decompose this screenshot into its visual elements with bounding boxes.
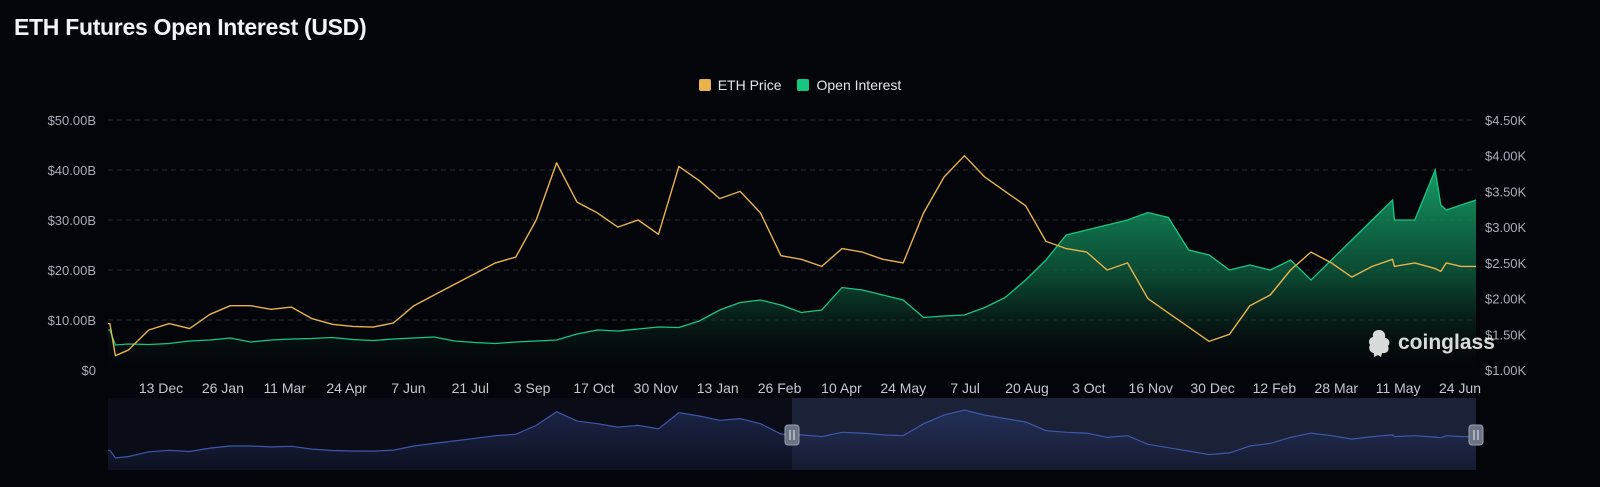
x-tick-label: 12 Feb (1253, 380, 1297, 396)
x-axis: 13 Dec 26 Jan 11 Mar 24 Apr 7 Jun 21 Jul 3 Sep… (139, 380, 1481, 396)
chart-legend: ETH Price Open Interest (0, 77, 1600, 93)
chart-title: ETH Futures Open Interest (USD) (14, 14, 367, 40)
x-tick-label: 3 Oct (1072, 380, 1106, 396)
right-tick-label: $1.50K (1485, 327, 1527, 342)
x-tick-label: 30 Nov (634, 380, 678, 396)
x-tick-label: 28 Mar (1314, 380, 1358, 396)
eth-price-swatch (698, 79, 711, 91)
coinglass-watermark: coinglass (1366, 328, 1495, 358)
open-interest-area (108, 170, 1476, 370)
x-tick-label: 26 Feb (758, 380, 802, 396)
right-tick-label: $2.50K (1485, 256, 1527, 271)
left-tick-label: $20.00B (48, 263, 96, 278)
x-tick-label: 20 Aug (1005, 380, 1049, 396)
x-tick-label: 24 Jun (1439, 380, 1481, 396)
x-tick-label: 16 Nov (1129, 380, 1173, 396)
right-tick-label: $2.00K (1485, 292, 1527, 307)
x-tick-label: 13 Jan (697, 380, 739, 396)
x-tick-label: 7 Jul (950, 380, 980, 396)
eth-price-line (108, 155, 1476, 357)
watermark-text: coinglass (1398, 331, 1495, 354)
open-interest-line (108, 167, 1477, 346)
legend-item-eth-price[interactable]: ETH Price (698, 77, 782, 93)
right-tick-label: $3.00K (1485, 220, 1527, 235)
right-tick-label: $3.50K (1485, 184, 1527, 199)
x-tick-label: 10 Apr (821, 380, 862, 396)
x-tick-label: 21 Jul (452, 380, 489, 396)
x-tick-label: 17 Oct (573, 380, 614, 396)
open-interest-series (108, 167, 1477, 370)
x-tick-label: 11 Mar (263, 380, 306, 396)
left-y-axis: $0 $10.00B $20.00B $30.00B $40.00B $50.00B (48, 113, 96, 378)
x-tick-label: 7 Jun (391, 380, 425, 396)
left-tick-label: $50.00B (48, 113, 96, 128)
right-tick-label: $4.00K (1485, 149, 1527, 164)
right-tick-label: $4.50K (1485, 113, 1527, 128)
open-interest-swatch (797, 79, 810, 91)
left-tick-label: $10.00B (48, 313, 96, 328)
navigator-left-handle[interactable] (784, 424, 800, 446)
left-tick-label: $40.00B (48, 163, 96, 178)
range-navigator[interactable] (108, 398, 1484, 470)
x-tick-label: 30 Dec (1190, 380, 1234, 396)
right-y-axis: $1.00K $1.50K $2.00K $2.50K $3.00K $3.50K $4.0… (1485, 113, 1527, 378)
x-tick-label: 3 Sep (514, 380, 551, 396)
legend-label-eth-price: ETH Price (717, 77, 782, 93)
x-tick-label: 26 Jan (202, 380, 244, 396)
x-tick-label: 24 Apr (326, 380, 367, 396)
navigator-right-handle[interactable] (1468, 424, 1484, 446)
x-tick-label: 24 May (880, 380, 926, 396)
navigator-line (108, 409, 1476, 459)
eth-price-series (108, 155, 1476, 357)
coinglass-logo-icon (1369, 330, 1390, 357)
left-tick-label: $0 (82, 363, 96, 378)
right-tick-label: $1.00K (1485, 363, 1527, 378)
left-tick-label: $30.00B (48, 213, 96, 228)
legend-label-open-interest: Open Interest (816, 77, 902, 93)
x-tick-label: 13 Dec (139, 380, 183, 396)
x-tick-label: 11 May (1376, 380, 1421, 396)
legend-item-open-interest[interactable]: Open Interest (797, 77, 901, 93)
